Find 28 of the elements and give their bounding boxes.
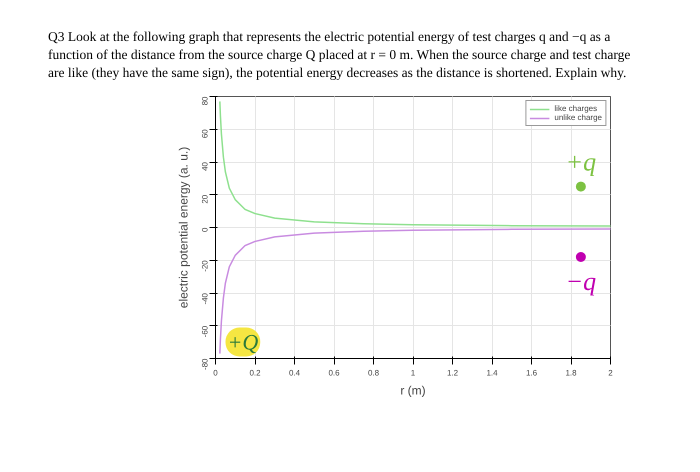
x-tick-label: 1.2: [446, 368, 459, 378]
x-tick-label: 0.8: [368, 368, 380, 378]
y-axis-title: electric potential energy (a. u.): [176, 146, 190, 308]
y-tick-label: 40: [200, 161, 210, 171]
y-tick-label: -60: [200, 325, 210, 338]
x-tick-label: 1.8: [565, 368, 578, 378]
x-tick-label: 0: [213, 368, 218, 378]
y-tick-label: -20: [200, 260, 210, 272]
x-tick-label: 2: [608, 368, 614, 378]
series-label: −q: [566, 266, 596, 296]
x-tick-label: 1.6: [526, 368, 538, 378]
chart-title: Q3 Look at the following graph that represents the electric potential energy of test charges q and −q as a function of the distance from the source charge Q placed at r = 0 m. When the source charge and test charge are like (they have the same sign), the potential energy decreases as the distance is shortened. Explain why.: [48, 28, 632, 82]
x-tick-label: 0.4: [288, 368, 301, 378]
x-tick-label: 1: [410, 368, 416, 378]
legend-label: unlike charge: [554, 113, 602, 122]
legend-label: like charges: [554, 104, 598, 113]
x-axis-title: r (m): [400, 384, 426, 398]
x-tick-label: 1.4: [486, 368, 498, 378]
series-label: +q: [566, 148, 596, 177]
x-tick-label: 0.2: [249, 368, 262, 378]
y-tick-label: 0: [200, 226, 210, 232]
y-tick-label: 80: [200, 96, 210, 106]
y-tick-label: -80: [200, 358, 210, 370]
annotation: +Q: [228, 330, 258, 354]
y-tick-label: 60: [200, 128, 210, 138]
x-tick-label: 0.6: [328, 368, 340, 378]
y-tick-label: -40: [200, 292, 210, 305]
y-tick-label: 20: [200, 194, 210, 204]
